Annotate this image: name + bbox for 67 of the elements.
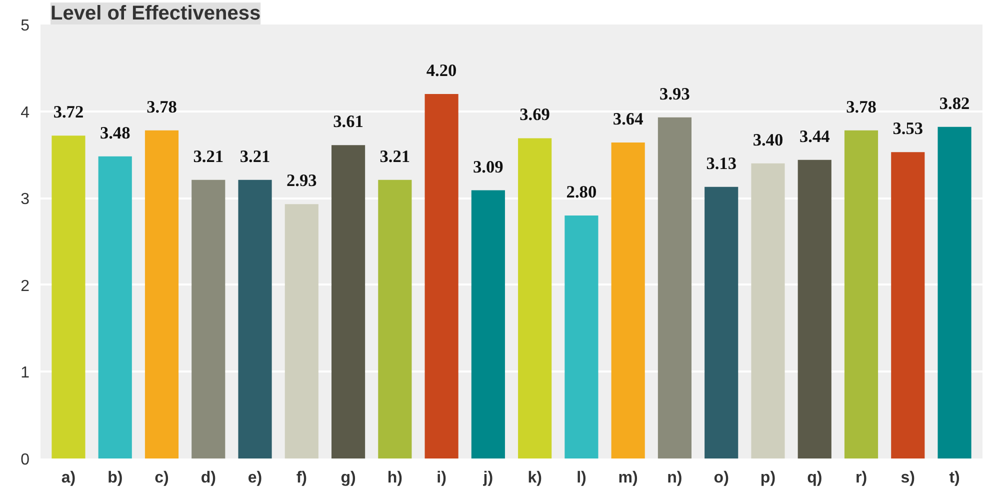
x-tick-label: q) [807, 470, 822, 486]
x-tick-label: c) [154, 470, 169, 486]
x-tick-label: t) [949, 470, 960, 486]
data-label: 2.93 [286, 171, 318, 190]
data-label: 4.20 [426, 60, 457, 80]
x-tick-label: g) [340, 470, 356, 486]
data-label: 2.80 [566, 182, 597, 202]
chart-title: Level of Effectiveness [50, 2, 261, 24]
bar [611, 142, 645, 458]
x-tick-label: o) [714, 470, 729, 486]
data-label: 3.69 [520, 105, 550, 124]
x-tick-label: m) [618, 470, 638, 486]
data-label: 3.48 [100, 123, 131, 142]
bar [98, 156, 132, 458]
bar [938, 126, 972, 458]
data-label: 3.44 [799, 126, 830, 146]
bar [424, 94, 458, 458]
x-tick-label: r) [855, 470, 868, 486]
data-label: 3.21 [240, 146, 270, 166]
y-tick-label: 2 [20, 278, 30, 295]
x-tick-label: f) [296, 470, 307, 486]
data-label: 3.72 [53, 102, 84, 122]
bar [471, 190, 505, 458]
data-label: 3.21 [193, 146, 224, 166]
bar [798, 160, 832, 458]
data-label: 3.78 [846, 97, 877, 116]
y-tick-label: 4 [20, 104, 30, 122]
x-tick-label: b) [108, 470, 123, 486]
data-label: 3.78 [146, 97, 178, 116]
y-tick-label: 0 [20, 452, 30, 468]
bar [331, 145, 366, 458]
y-tick-label: 5 [20, 18, 30, 34]
data-label: 3.61 [333, 112, 364, 132]
bar [751, 163, 785, 458]
x-tick-label: i) [436, 470, 446, 486]
data-label: 3.13 [706, 154, 737, 173]
bar [564, 215, 598, 458]
bar [238, 180, 272, 458]
bar [891, 152, 925, 458]
bar [144, 130, 179, 458]
x-tick-label: j) [482, 470, 494, 486]
x-tick-label: n) [667, 470, 682, 486]
x-tick-label: s) [900, 470, 916, 486]
x-tick-label: k) [528, 470, 542, 486]
data-label: 3.93 [660, 84, 690, 104]
x-tick-label: p) [760, 470, 776, 486]
x-tick-label: e) [248, 470, 262, 486]
data-label: 3.64 [612, 110, 644, 129]
bar [192, 180, 226, 458]
bar [518, 138, 552, 458]
x-tick-label: l) [576, 470, 586, 486]
x-tick-label: h) [387, 470, 402, 486]
data-label: 3.21 [380, 146, 410, 166]
data-label: 3.40 [752, 130, 784, 150]
bar [844, 130, 878, 458]
data-label: 3.53 [892, 119, 924, 138]
bar [378, 180, 412, 458]
y-tick-label: 3 [20, 191, 30, 208]
data-label: 3.09 [473, 157, 504, 176]
x-tick-label: a) [61, 470, 76, 486]
x-tick-label: d) [200, 470, 216, 486]
bar [284, 204, 318, 458]
bar [52, 136, 86, 458]
bar [704, 186, 738, 458]
bar [658, 117, 692, 458]
y-tick-label: 1 [20, 364, 30, 382]
data-label: 3.82 [939, 94, 970, 113]
